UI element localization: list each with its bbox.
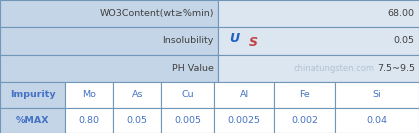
Text: WO3Content(wt≥%min): WO3Content(wt≥%min) bbox=[99, 9, 214, 18]
Text: Al: Al bbox=[240, 90, 248, 99]
Bar bbox=[65, 82, 113, 108]
Text: %MAX: %MAX bbox=[16, 116, 49, 125]
Text: Mo: Mo bbox=[82, 90, 96, 99]
Text: 0.002: 0.002 bbox=[291, 116, 318, 125]
Text: 0.80: 0.80 bbox=[78, 116, 100, 125]
Bar bbox=[0, 108, 65, 133]
Text: 0.005: 0.005 bbox=[174, 116, 201, 125]
Bar bbox=[161, 108, 214, 133]
Bar bbox=[274, 108, 335, 133]
Bar bbox=[214, 82, 274, 108]
Bar bbox=[218, 55, 419, 82]
Text: chinatungsten.com: chinatungsten.com bbox=[293, 64, 374, 73]
Bar bbox=[0, 55, 218, 82]
Bar bbox=[161, 82, 214, 108]
Bar bbox=[0, 27, 218, 55]
Text: 7.5~9.5: 7.5~9.5 bbox=[377, 64, 415, 73]
Text: 0.0025: 0.0025 bbox=[228, 116, 261, 125]
Text: S: S bbox=[249, 36, 258, 49]
Text: Impurity: Impurity bbox=[10, 90, 55, 99]
Bar bbox=[113, 108, 161, 133]
Text: Si: Si bbox=[373, 90, 381, 99]
Text: 0.04: 0.04 bbox=[367, 116, 388, 125]
Text: Insolubility: Insolubility bbox=[162, 36, 214, 45]
Bar bbox=[335, 108, 419, 133]
Bar bbox=[0, 82, 65, 108]
Text: 0.05: 0.05 bbox=[394, 36, 415, 45]
Text: Cu: Cu bbox=[181, 90, 194, 99]
Bar bbox=[65, 108, 113, 133]
Text: As: As bbox=[132, 90, 143, 99]
Bar bbox=[335, 82, 419, 108]
Bar bbox=[214, 108, 274, 133]
Text: U: U bbox=[230, 32, 240, 45]
Bar bbox=[113, 82, 161, 108]
Bar bbox=[218, 0, 419, 27]
Text: 68.00: 68.00 bbox=[388, 9, 415, 18]
Bar bbox=[274, 82, 335, 108]
Bar bbox=[0, 0, 218, 27]
Bar bbox=[218, 27, 419, 55]
Text: 0.05: 0.05 bbox=[127, 116, 148, 125]
Text: Fe: Fe bbox=[300, 90, 310, 99]
Text: PH Value: PH Value bbox=[172, 64, 214, 73]
